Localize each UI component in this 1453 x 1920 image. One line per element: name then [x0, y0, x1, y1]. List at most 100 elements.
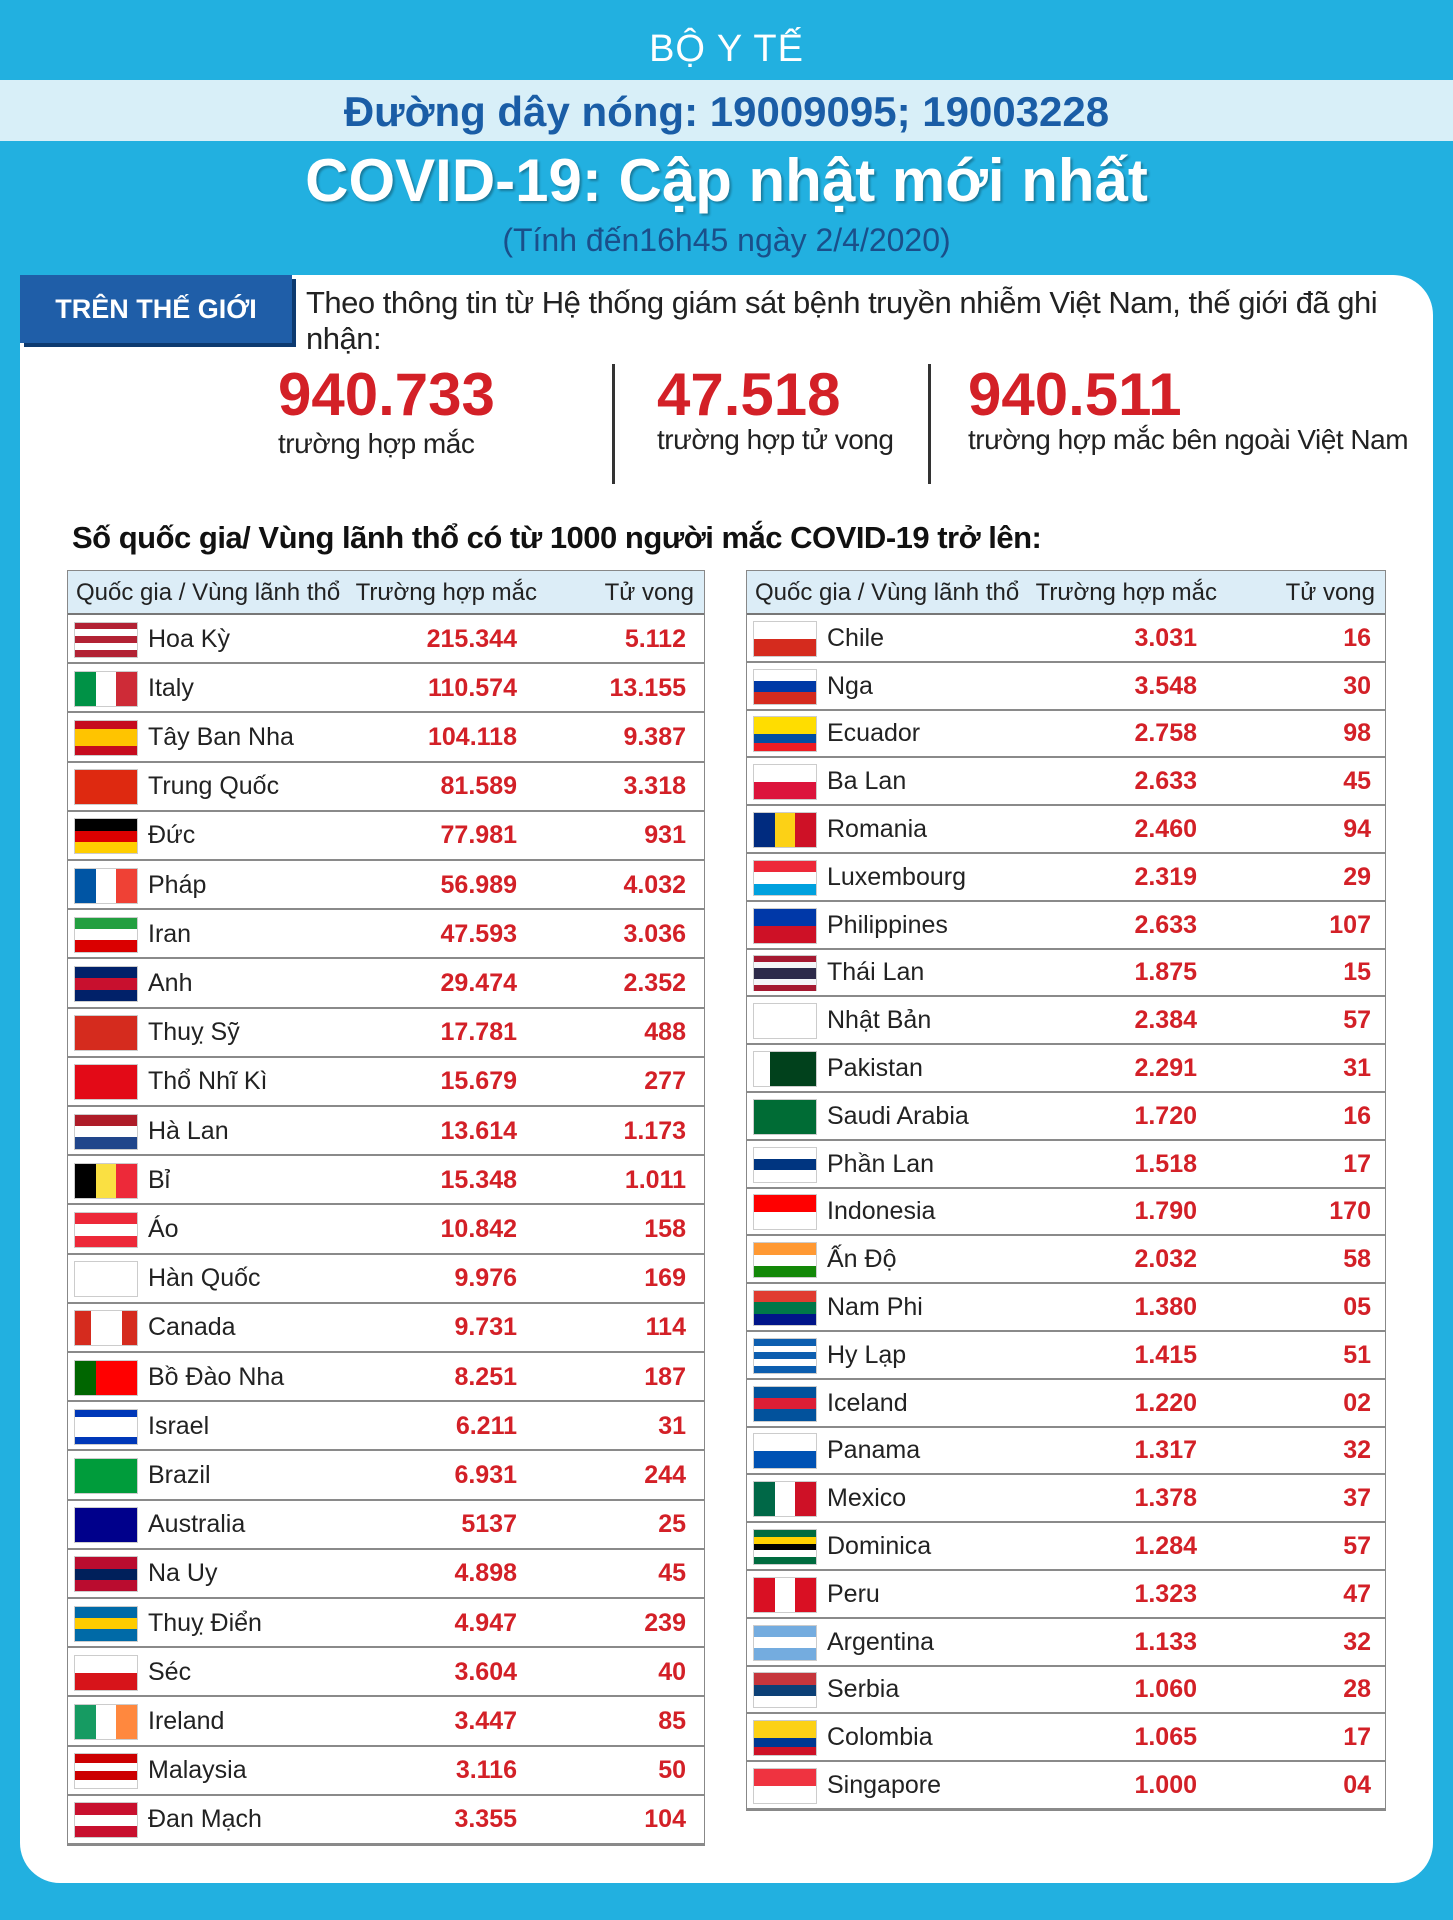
deaths: 31 — [658, 1411, 686, 1440]
deaths: 104 — [644, 1805, 686, 1834]
table-row: Singapore 1.000 04 — [747, 1762, 1385, 1810]
cases: 110.574 — [428, 673, 517, 702]
flag-stripe — [754, 1386, 816, 1399]
flag-stripe — [754, 1004, 816, 1039]
table: Quốc gia / Vùng lãnh thổ Trường hợp mắc Tử… — [746, 570, 1386, 1811]
flag-stripe — [116, 1163, 138, 1198]
deaths: 158 — [644, 1214, 686, 1243]
flag-stripe — [95, 1360, 117, 1395]
cases: 4.947 — [454, 1608, 517, 1637]
table-row: Bồ Đào Nha 8.251 187 — [68, 1353, 704, 1403]
table-row: Trung Quốc 81.589 3.318 — [68, 762, 704, 812]
country-name: Hoa Kỳ — [148, 624, 230, 653]
flag-stripe — [75, 649, 137, 657]
cases: 77.981 — [440, 821, 517, 850]
flag-stripe — [75, 1580, 137, 1592]
deaths: 1.011 — [624, 1165, 686, 1194]
country-name: Ecuador — [827, 719, 921, 748]
flag — [753, 1337, 817, 1374]
flag-stripe — [754, 1738, 816, 1747]
flag-stripe — [754, 1648, 816, 1660]
flag-stripe — [75, 1163, 96, 1198]
deaths: 239 — [644, 1608, 686, 1637]
table-row: Colombia 1.065 17 — [747, 1714, 1385, 1763]
country-name: Philippines — [827, 910, 948, 939]
flag — [74, 818, 138, 855]
table-row: Hà Lan 13.614 1.173 — [68, 1107, 704, 1157]
country-name: Mexico — [827, 1484, 907, 1513]
deaths: 45 — [1343, 767, 1371, 796]
table-row: Thuỵ Sỹ 17.781 488 — [68, 1008, 704, 1058]
flag — [753, 1385, 817, 1422]
table-row: Luxembourg 2.319 29 — [747, 854, 1385, 902]
divider — [612, 364, 615, 484]
flag-stripe — [75, 1617, 137, 1630]
table-row: Pháp 56.989 4.032 — [68, 861, 704, 911]
cases: 1.065 — [1134, 1723, 1197, 1752]
flag-stripe — [75, 1436, 137, 1444]
flag-stripe — [75, 1606, 137, 1618]
flag-stripe — [754, 621, 816, 639]
cases: 6.211 — [455, 1411, 517, 1440]
country-name: Tây Ban Nha — [148, 722, 294, 751]
flag — [753, 1146, 817, 1183]
cases: 9.731 — [454, 1313, 517, 1342]
stat-value: 940.733 — [278, 361, 495, 428]
cases: 1.518 — [1134, 1149, 1197, 1178]
flag — [753, 716, 817, 753]
flag-stripe — [75, 1311, 91, 1346]
flag-stripe — [75, 737, 137, 747]
deaths: 931 — [644, 821, 686, 850]
flag — [74, 965, 138, 1002]
table-row: Hàn Quốc 9.976 169 — [68, 1254, 704, 1304]
flag-stripe — [75, 746, 137, 755]
country-name: Na Uy — [148, 1559, 218, 1588]
cases: 1.284 — [1134, 1532, 1197, 1561]
deaths: 94 — [1343, 815, 1371, 844]
country-name: Italy — [148, 673, 194, 702]
flag-stripe — [754, 1345, 816, 1353]
cases: 2.319 — [1134, 862, 1197, 891]
flag-stripe — [75, 1125, 137, 1138]
table-row: Iceland 1.220 02 — [747, 1379, 1385, 1428]
flag-stripe — [754, 1786, 816, 1804]
cases: 56.989 — [440, 870, 517, 899]
flag-stripe — [754, 717, 816, 726]
country-name: Hy Lạp — [827, 1340, 907, 1369]
flag-stripe — [75, 1568, 137, 1581]
country-name: Ấn Độ — [827, 1245, 897, 1274]
deaths: 5.112 — [624, 624, 686, 653]
flag — [74, 1457, 138, 1494]
flag-stripe — [75, 1016, 137, 1051]
flag-stripe — [795, 1577, 817, 1612]
country-name: Bồ Đào Nha — [148, 1362, 285, 1391]
flag-stripe — [75, 636, 137, 643]
flag — [74, 1408, 138, 1445]
table-row: Thái Lan 1.875 15 — [747, 949, 1385, 998]
flag-stripe — [90, 1311, 106, 1346]
country-name: Pakistan — [827, 1054, 923, 1083]
cases: 9.976 — [454, 1264, 517, 1293]
flag-stripe — [116, 671, 138, 706]
cases: 3.031 — [1134, 623, 1197, 652]
cases: 215.344 — [426, 624, 517, 653]
flag-stripe — [754, 1291, 816, 1303]
country-name: Nga — [827, 671, 873, 700]
flag-stripe — [75, 978, 137, 990]
flag-stripe — [754, 973, 816, 980]
flag-stripe — [754, 725, 816, 735]
title: COVID-19: Cập nhật mới nhất — [305, 147, 1148, 214]
flag — [74, 1162, 138, 1199]
deaths: 40 — [658, 1657, 686, 1686]
deaths: 15 — [1343, 958, 1371, 987]
flag-stripe — [75, 1458, 137, 1493]
table-row: Indonesia 1.790 170 — [747, 1188, 1385, 1237]
table-row: Thổ Nhĩ Kì 15.679 277 — [68, 1057, 704, 1107]
flag-stripe — [754, 692, 816, 704]
column-header: Tử vong — [1285, 579, 1375, 606]
flag-stripe — [754, 1170, 816, 1182]
flag — [753, 1242, 817, 1279]
deaths: 488 — [644, 1018, 686, 1047]
deaths: 05 — [1343, 1293, 1371, 1322]
table-row: Italy 110.574 13.155 — [68, 664, 704, 714]
